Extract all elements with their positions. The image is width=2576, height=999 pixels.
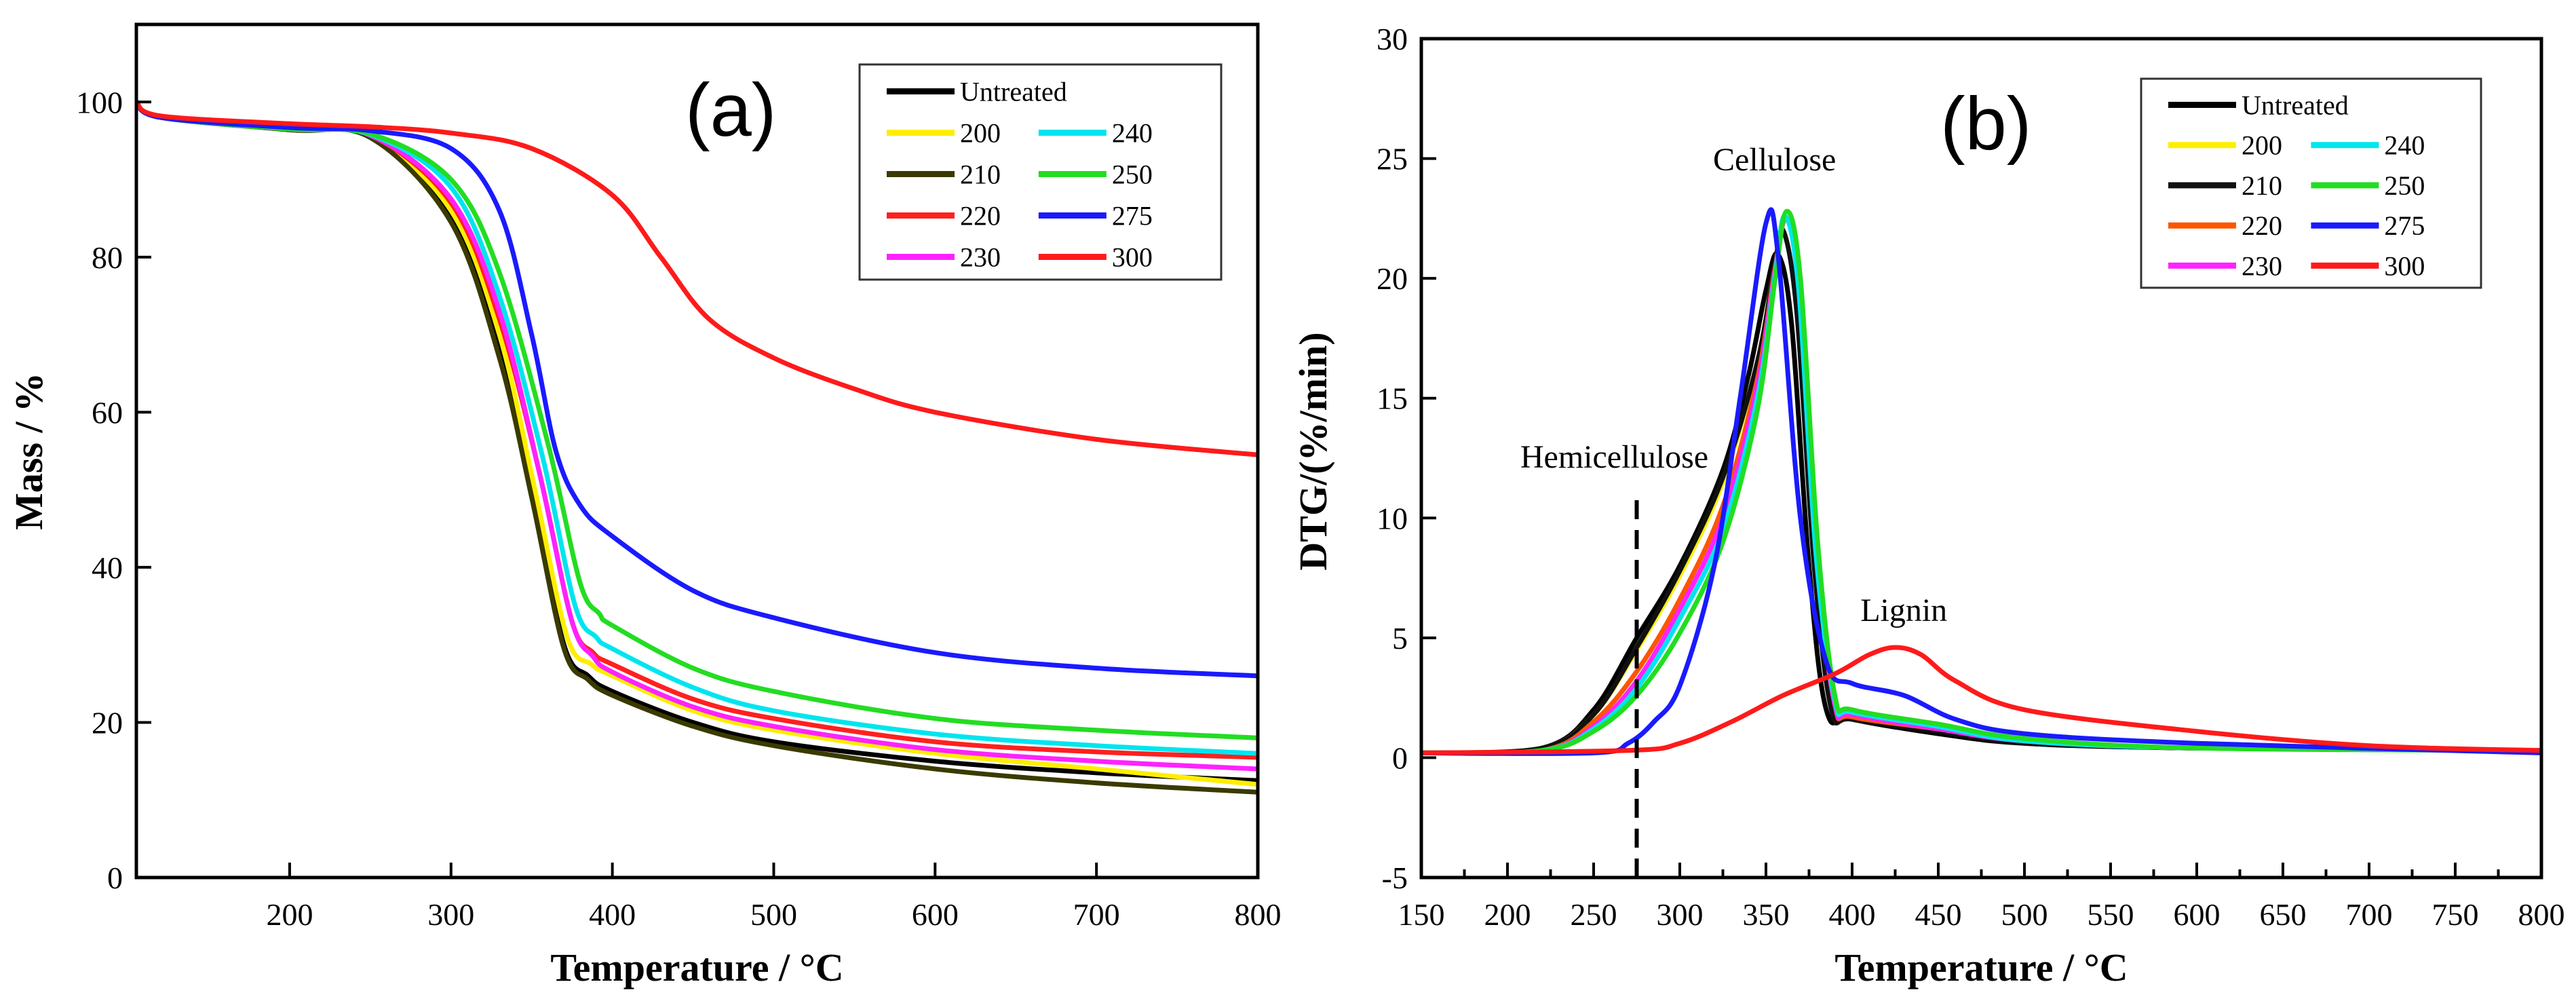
legend-label: 220	[960, 201, 1001, 231]
x-tick-label: 500	[2001, 897, 2048, 932]
legend-label: 240	[2384, 130, 2425, 161]
y-tick-label: 25	[1377, 142, 1408, 176]
legend: Untreated 200 240 210 250 220 275 230 300	[858, 63, 1223, 281]
legend-label: 300	[1112, 242, 1153, 272]
legend-item-220: 220	[887, 201, 1001, 231]
legend-item-230: 230	[2168, 250, 2282, 281]
series-line-untreated	[1421, 250, 2542, 755]
plot-frame	[134, 22, 1260, 880]
y-tick-label: 0	[1392, 740, 1408, 775]
legend-label: 230	[2242, 250, 2282, 281]
x-tick-label: 400	[1829, 897, 1876, 932]
y-axis-label: DTG/(%/min)	[1291, 332, 1335, 570]
x-tick-label: 300	[1657, 897, 1704, 932]
legend-label: 240	[1112, 118, 1153, 149]
series-line-230	[1421, 215, 2542, 756]
legend-item-200: 200	[2168, 130, 2282, 161]
y-tick-label: 15	[1377, 381, 1408, 416]
legend-item-275: 275	[1038, 201, 1153, 231]
y-tick-label: 40	[92, 550, 123, 585]
series-line-240	[1421, 213, 2542, 756]
legend-item-200: 200	[887, 118, 1001, 149]
y-tick-label: 60	[92, 395, 123, 430]
x-tick-label: 200	[266, 897, 313, 932]
y-axis-label: Mass / %	[7, 373, 51, 530]
x-tick-label: 600	[912, 897, 959, 932]
legend-label: 210	[960, 159, 1001, 190]
x-tick-label: 650	[2260, 897, 2307, 932]
y-tick-label: 20	[92, 705, 123, 740]
x-tick-label: 400	[589, 897, 636, 932]
legend-label: 210	[2242, 170, 2282, 201]
legend-item-untreated: Untreated	[887, 77, 1067, 107]
x-tick-label: 550	[2088, 897, 2134, 932]
legend-label: 220	[2242, 210, 2282, 241]
legend-item-240: 240	[2311, 130, 2425, 161]
series-line-210	[1421, 226, 2542, 755]
x-tick-label: 700	[1073, 897, 1120, 932]
legend-label: 200	[960, 118, 1001, 149]
legend-label: 230	[960, 242, 1001, 272]
legend-label: 200	[2242, 130, 2282, 161]
y-tick-label: 20	[1377, 261, 1408, 296]
legend-item-220: 220	[2168, 210, 2282, 241]
x-tick-label: 200	[1484, 897, 1531, 932]
x-tick-label: 750	[2432, 897, 2479, 932]
x-tick-label: 350	[1743, 897, 1790, 932]
legend-label: 275	[1112, 201, 1153, 231]
y-tick-label: 30	[1377, 22, 1408, 56]
legend-item-untreated: Untreated	[2168, 90, 2349, 121]
legend-label: Untreated	[2242, 90, 2349, 121]
legend-label: 275	[2384, 210, 2425, 241]
x-axis-label: Temperature / °C	[1834, 945, 2128, 989]
legend-label: 250	[1112, 159, 1153, 190]
x-tick-label: 250	[1571, 897, 1617, 932]
x-tick-label: 600	[2174, 897, 2221, 932]
legend-item-300: 300	[1038, 242, 1153, 272]
legend-label: 300	[2384, 250, 2425, 281]
legend-item-275: 275	[2311, 210, 2425, 241]
y-tick-label: 100	[76, 85, 123, 119]
series-line-275	[134, 100, 1258, 679]
legend-label: Untreated	[960, 77, 1067, 107]
y-tick-label: -5	[1382, 861, 1408, 895]
annotation-hemicellulose: Hemicellulose	[1520, 439, 1708, 475]
series-line-250	[1421, 208, 2542, 755]
x-tick-label: 300	[427, 897, 474, 932]
y-tick-label: 0	[107, 861, 123, 895]
panel-label: (a)	[685, 69, 776, 152]
legend-item-230: 230	[887, 242, 1001, 272]
y-tick-label: 10	[1377, 501, 1408, 535]
series-line-220	[1421, 215, 2542, 756]
legend-item-250: 250	[1038, 159, 1153, 190]
panel-label: (b)	[1940, 82, 2031, 166]
x-axis-label: Temperature / °C	[550, 945, 843, 989]
panel-a-tga-chart: 200 300 400 500 600 700 800 0 20 40 60 80 100 Tempera…	[7, 22, 1282, 989]
annotation-cellulose: Cellulose	[1713, 142, 1836, 178]
y-tick-label: 5	[1392, 621, 1408, 656]
y-tick-label: 80	[92, 240, 123, 275]
x-tick-label: 800	[1235, 897, 1282, 932]
legend-item-210: 210	[887, 159, 1001, 190]
legend-item-250: 250	[2311, 170, 2425, 201]
x-tick-label: 800	[2518, 897, 2565, 932]
x-tick-label: 450	[1915, 897, 1962, 932]
series-line-300	[1421, 645, 2542, 755]
x-tick-label: 150	[1398, 897, 1445, 932]
panel-b-dtg-chart: 150 200 250 300 350 400 450 500 550 600 650 700 750 8…	[1291, 22, 2565, 989]
series-line-275	[1421, 207, 2542, 756]
x-tick-label: 500	[750, 897, 797, 932]
series-line-200	[1421, 215, 2542, 755]
legend-item-240: 240	[1038, 118, 1153, 149]
annotation-lignin: Lignin	[1860, 592, 1947, 628]
legend-item-210: 210	[2168, 170, 2282, 201]
x-tick-label: 700	[2346, 897, 2393, 932]
legend: Untreated 200 240 210 250 220 275 230 300	[2140, 77, 2482, 289]
legend-item-300: 300	[2311, 250, 2425, 281]
series-line-300	[134, 100, 1258, 457]
legend-label: 250	[2384, 170, 2425, 201]
